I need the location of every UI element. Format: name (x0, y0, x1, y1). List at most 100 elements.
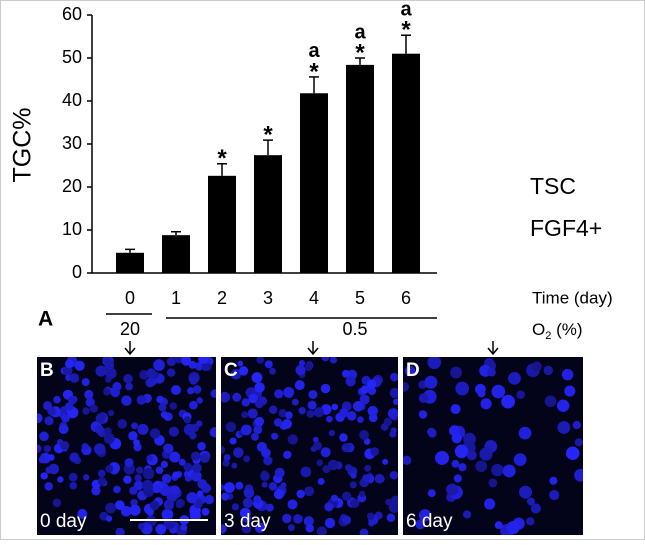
cell (386, 513, 396, 523)
cell (201, 363, 209, 372)
significance-label: a (400, 0, 412, 20)
cell (321, 357, 330, 362)
cell (173, 357, 184, 364)
cell (342, 491, 352, 501)
cell (454, 444, 469, 459)
cell (94, 424, 104, 434)
cell (95, 365, 107, 377)
cell (163, 443, 174, 454)
cell (196, 397, 203, 404)
cell (163, 414, 171, 421)
cell (43, 445, 52, 453)
cell (494, 521, 503, 530)
cell (135, 466, 143, 474)
cell (389, 471, 398, 480)
cell (200, 453, 210, 463)
cell (491, 463, 504, 477)
cell (274, 389, 284, 399)
x-tick-label: 5 (355, 288, 365, 308)
o2-group-label: 20 (120, 319, 140, 339)
cell (197, 441, 206, 451)
cell (451, 459, 460, 468)
cell (466, 450, 477, 461)
significance-label: * (217, 145, 227, 172)
cell (166, 368, 176, 377)
cell (85, 397, 95, 407)
cell (256, 357, 265, 364)
cell (316, 459, 324, 467)
error-bar (355, 57, 365, 65)
cell (221, 391, 231, 403)
cell (97, 477, 107, 486)
cell (305, 524, 314, 533)
cell (418, 393, 429, 403)
x-tick-label: 0 (125, 288, 135, 308)
cell (287, 524, 295, 532)
o2-sub: 2 (545, 330, 551, 342)
cell (110, 387, 121, 398)
cell (565, 446, 580, 461)
cell (385, 498, 392, 506)
cell (104, 427, 112, 435)
significance-label: * (401, 17, 411, 44)
cell (196, 490, 204, 498)
cell (450, 366, 463, 379)
cell (125, 382, 134, 391)
cell (82, 407, 90, 415)
cell (231, 503, 240, 511)
significance-label: * (263, 121, 273, 148)
cell (183, 462, 193, 472)
cell (169, 451, 181, 463)
panel-caption: 6 day (406, 511, 453, 532)
cell (248, 393, 259, 404)
cell (189, 432, 197, 440)
cell (117, 419, 128, 429)
cell (194, 362, 204, 371)
cell (350, 498, 360, 508)
cell (198, 357, 208, 364)
cell (166, 357, 177, 367)
cell (530, 503, 541, 514)
cell (273, 418, 283, 427)
cell (65, 359, 74, 369)
cell (81, 442, 89, 450)
cell (114, 500, 125, 511)
bar (208, 175, 236, 273)
cell (487, 367, 496, 377)
cell (142, 479, 154, 492)
cell (146, 368, 157, 379)
cell (458, 463, 467, 472)
cell (269, 367, 276, 375)
cell (501, 394, 515, 409)
cell (161, 473, 172, 484)
cell (149, 428, 161, 439)
cell (263, 456, 273, 466)
cell (171, 385, 181, 396)
cell (83, 474, 90, 481)
cell (564, 385, 576, 397)
cell (451, 433, 462, 444)
cell (304, 486, 315, 497)
cell (455, 381, 470, 396)
significance-label: a (354, 21, 366, 43)
cell (196, 420, 203, 427)
cell (298, 360, 306, 367)
x-tick-label: 1 (171, 288, 181, 308)
cell (103, 433, 115, 444)
cell (526, 517, 535, 526)
cell (204, 494, 214, 505)
cell (389, 430, 397, 438)
cells (403, 357, 583, 535)
cell (404, 365, 416, 377)
cell (446, 483, 459, 496)
cell (189, 376, 198, 385)
cell (480, 398, 492, 410)
cell (357, 416, 364, 424)
cell (374, 473, 385, 484)
cell (488, 478, 498, 488)
cell (113, 485, 121, 494)
cell (574, 468, 583, 482)
cell (271, 432, 279, 440)
cell (518, 426, 532, 440)
